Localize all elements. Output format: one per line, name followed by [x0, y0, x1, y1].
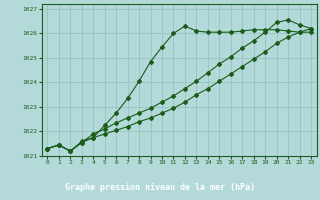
Text: Graphe pression niveau de la mer (hPa): Graphe pression niveau de la mer (hPa) — [65, 182, 255, 192]
